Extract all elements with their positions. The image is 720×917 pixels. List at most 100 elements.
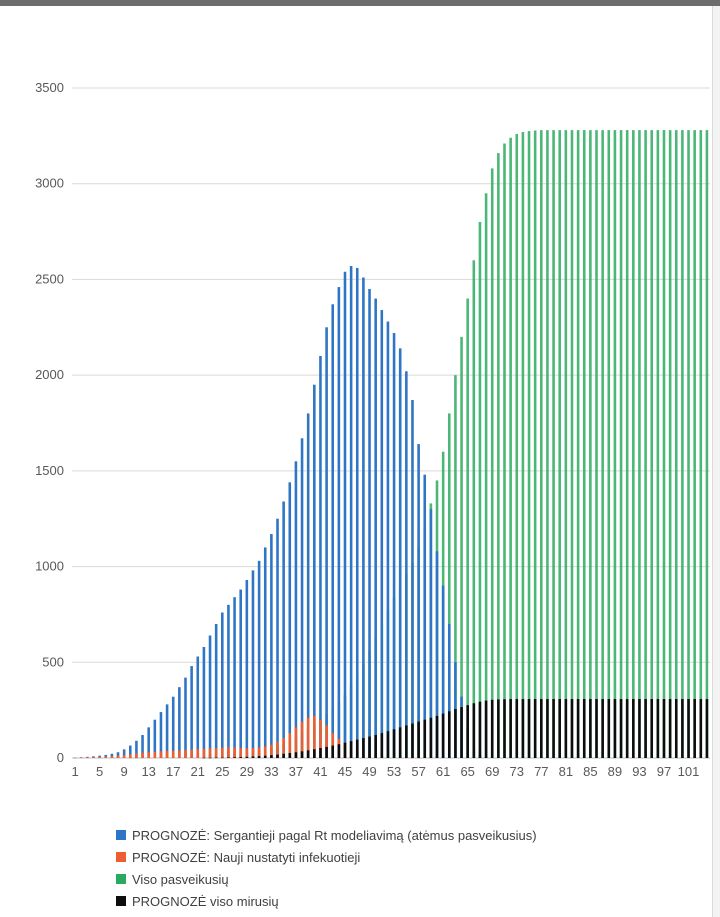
bar <box>245 579 249 758</box>
bar <box>362 738 365 758</box>
bar <box>472 260 476 758</box>
bar <box>221 747 224 758</box>
bar <box>374 735 377 758</box>
bar <box>190 749 193 758</box>
bar <box>484 700 488 758</box>
bar <box>699 130 703 759</box>
bar <box>558 130 561 759</box>
x-tick-label: 37 <box>289 764 303 779</box>
bar <box>300 721 304 758</box>
bar <box>632 699 635 758</box>
bar <box>257 560 261 758</box>
bar <box>656 699 660 758</box>
bar <box>214 757 218 759</box>
bar <box>625 699 629 758</box>
bar <box>196 749 200 758</box>
bar <box>79 757 83 758</box>
bar <box>214 624 218 758</box>
x-tick-label: 57 <box>411 764 425 779</box>
bar <box>196 656 200 758</box>
bar <box>276 741 279 758</box>
bar <box>282 501 285 758</box>
bar <box>325 746 328 758</box>
bar <box>601 130 604 759</box>
bar <box>656 130 660 759</box>
bar <box>625 130 629 759</box>
window-right-edge <box>712 6 720 917</box>
bar <box>521 132 525 758</box>
bar <box>257 747 261 758</box>
bar <box>392 333 396 758</box>
x-tick-label: 85 <box>583 764 597 779</box>
bar <box>337 744 341 758</box>
bar <box>331 745 335 758</box>
bar <box>687 699 690 758</box>
bar <box>540 130 543 759</box>
bar <box>263 755 267 758</box>
bar <box>343 742 347 758</box>
bar <box>454 708 457 758</box>
bar <box>392 729 396 758</box>
bar <box>282 753 285 758</box>
bar <box>263 547 267 758</box>
bar <box>128 757 132 759</box>
bar <box>490 699 494 758</box>
x-tick-label: 61 <box>436 764 450 779</box>
bar <box>447 413 451 758</box>
y-axis-tick-labels: 0 500 1000 1500 2000 2500 3000 3500 <box>35 80 64 765</box>
bar <box>619 130 623 759</box>
bar <box>165 750 169 758</box>
bar <box>595 699 598 758</box>
bar <box>423 719 427 758</box>
bars <box>73 130 709 759</box>
bar <box>435 551 439 758</box>
bar <box>411 723 414 758</box>
bar <box>380 310 384 758</box>
bar <box>466 705 469 758</box>
x-tick-label: 29 <box>240 764 254 779</box>
x-axis-tick-labels: 1 5 9 13 17 21 25 29 33 37 41 45 49 53 57 61 65 69 73 77 81 8… <box>71 764 699 779</box>
bar <box>613 130 617 759</box>
bar <box>503 143 506 758</box>
bar <box>251 756 255 758</box>
bar <box>607 699 611 758</box>
bar <box>638 130 641 759</box>
legend-item: PROGNOZĖ: Sergantieji pagal Rt modeliavi… <box>116 824 537 846</box>
bar <box>153 751 157 758</box>
y-tick-label: 2000 <box>35 367 64 382</box>
bar <box>668 699 672 758</box>
bar <box>607 130 611 759</box>
bar <box>288 753 292 758</box>
bar <box>270 755 273 758</box>
bar <box>674 130 678 759</box>
bar <box>171 696 175 758</box>
bar <box>73 757 77 759</box>
bar <box>110 756 114 758</box>
bar <box>460 336 463 758</box>
bar <box>349 741 353 758</box>
x-tick-label: 101 <box>678 764 700 779</box>
bar <box>208 748 212 758</box>
y-tick-label: 500 <box>42 654 64 669</box>
bar <box>337 287 341 758</box>
bar <box>239 589 242 758</box>
bar <box>454 375 457 758</box>
bar <box>423 474 427 758</box>
bar <box>331 304 335 758</box>
bar <box>128 754 132 758</box>
bar <box>343 271 347 758</box>
bar <box>638 699 641 758</box>
x-tick-label: 41 <box>313 764 327 779</box>
bar <box>429 509 433 758</box>
bar <box>325 327 328 758</box>
bar <box>429 717 433 758</box>
bar <box>546 699 549 758</box>
x-tick-label: 97 <box>657 764 671 779</box>
bar <box>110 753 114 758</box>
y-tick-label: 1000 <box>35 559 64 574</box>
bar <box>251 570 255 758</box>
bar <box>294 461 298 758</box>
legend-label: Viso pasveikusių <box>132 871 229 887</box>
legend-item: PROGNOZĖ viso mirusių <box>116 890 537 912</box>
bar <box>135 757 138 759</box>
